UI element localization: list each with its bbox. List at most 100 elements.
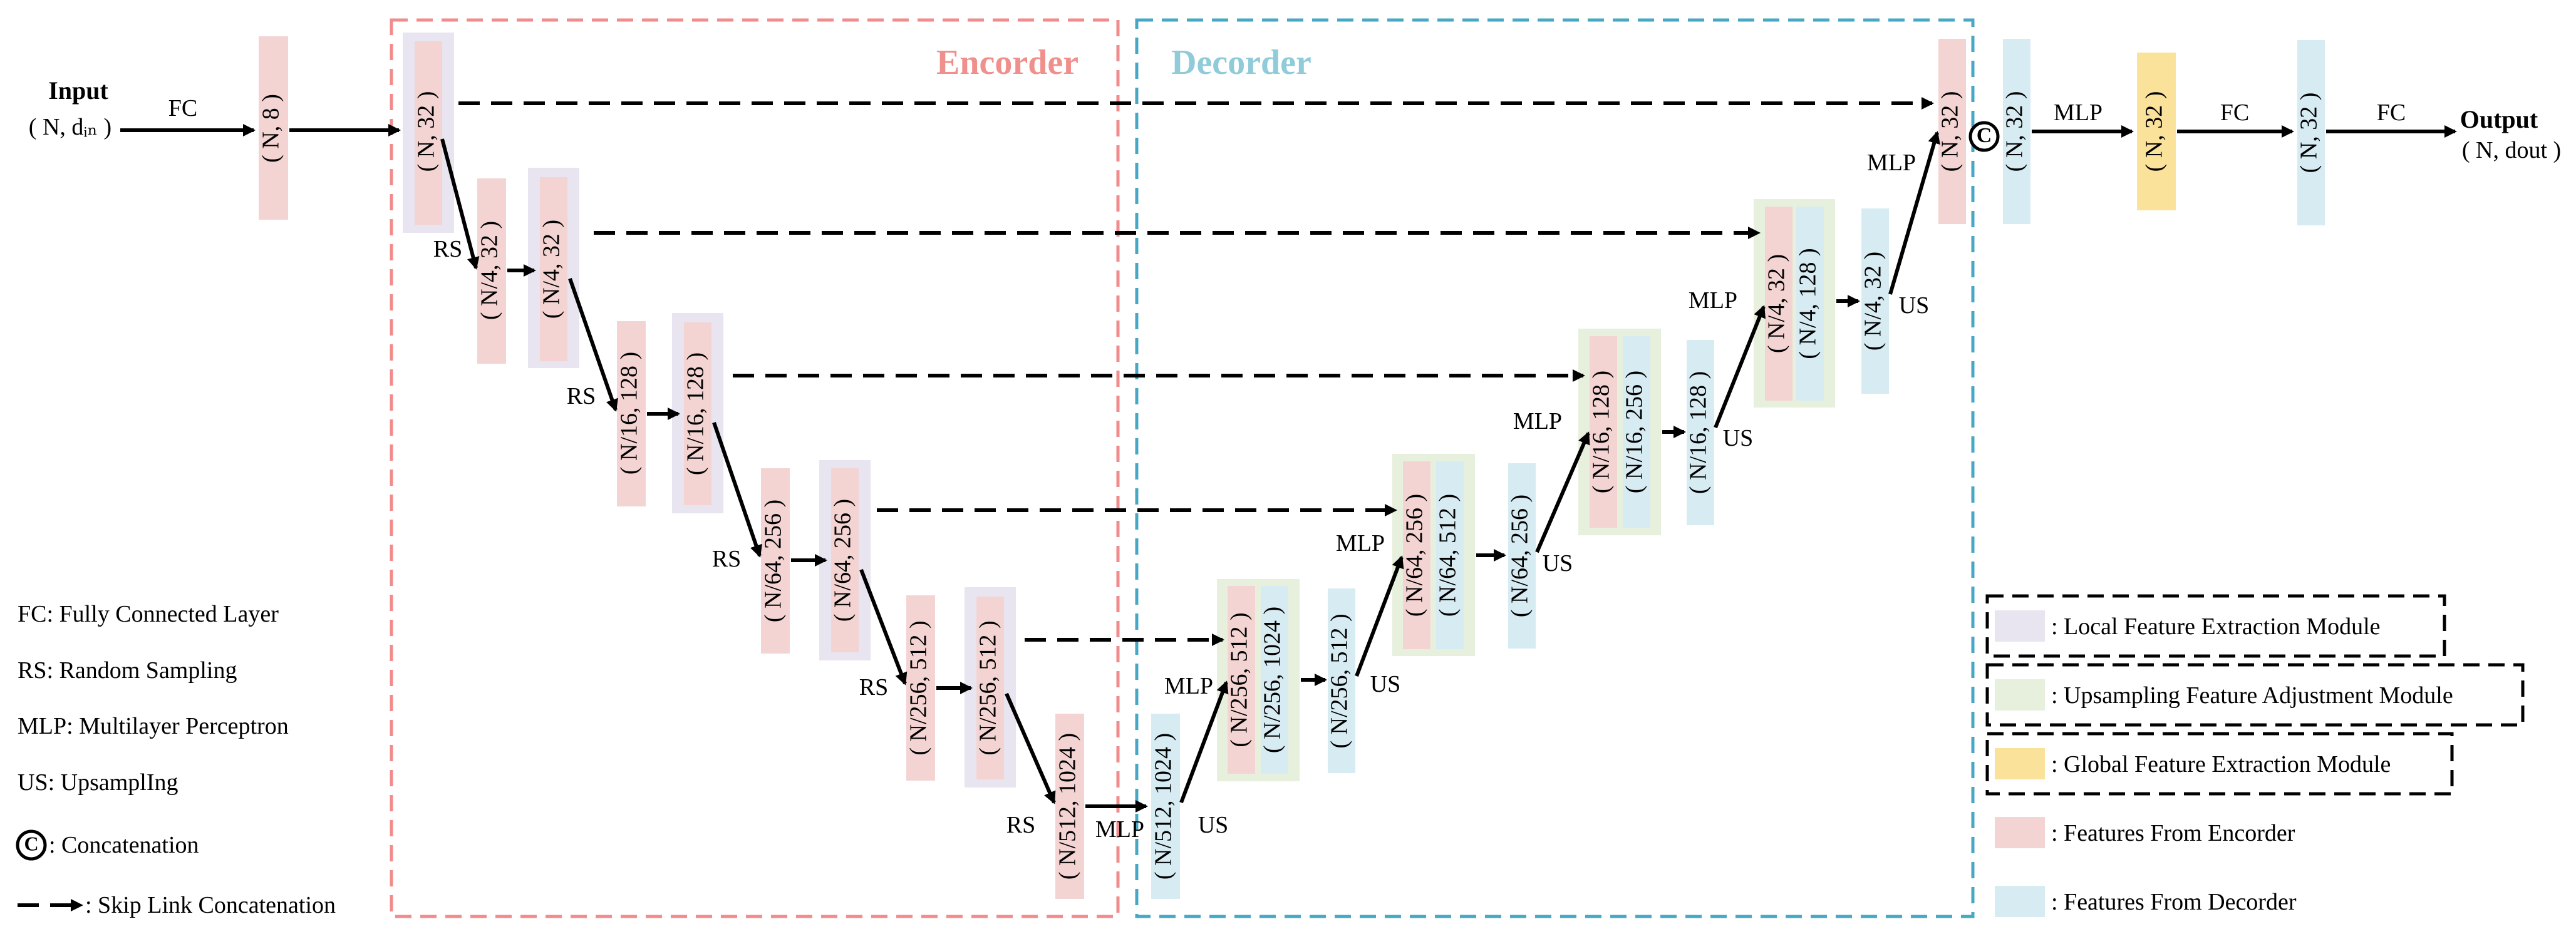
abbr-concat-letter: C <box>24 832 38 854</box>
concat-symbol-label: C <box>1977 124 1992 147</box>
abbr-us: US: UpsamplIng <box>18 769 178 796</box>
dec4-skip-label: ( N/4, 32 ) <box>1764 254 1790 353</box>
concat-dec-label: ( N, 32 ) <box>2002 91 2028 172</box>
dec2-skip-label: ( N/64, 256 ) <box>1402 494 1428 617</box>
input-title: Input <box>48 76 108 105</box>
legend-encoder-swatch <box>1995 817 2045 848</box>
output-shape: ( N, dout ) <box>2462 137 2561 163</box>
dec3-up-label: ( N/16, 256 ) <box>1622 371 1648 493</box>
op-us-2: US <box>1370 671 1401 697</box>
concat-dec-block <box>2003 39 2030 224</box>
abbreviation-key: FC: Fully Connected Layer RS: Random Sam… <box>16 601 336 918</box>
op-fc-3: FC <box>2377 100 2406 126</box>
abbr-rs: RS: Random Sampling <box>18 657 237 684</box>
enc5-rs-block <box>1055 714 1084 899</box>
arrow-rs-3 <box>712 422 762 558</box>
op-us-5: US <box>1899 292 1930 319</box>
abbr-mlp: MLP: Multilayer Perceptron <box>18 713 289 739</box>
dec1-up-label: ( N/256, 1024 ) <box>1260 607 1286 753</box>
input-fc-block <box>259 36 288 220</box>
enc2-rs-block <box>617 321 646 506</box>
enc1-block <box>415 41 442 225</box>
legend-decoder-swatch <box>1995 886 2045 917</box>
enc4-rs-block <box>906 595 935 781</box>
dec2-out-block <box>1508 463 1536 649</box>
enc3-block <box>684 322 711 505</box>
arrow-mlp-concat <box>1888 131 1940 295</box>
dec4-up-label: ( N/4, 128 ) <box>1795 248 1821 359</box>
arrow-mlp-dec2 <box>1355 555 1404 677</box>
dec2-up-block <box>1436 461 1464 649</box>
final-label: ( N, 32 ) <box>2296 93 2322 173</box>
arrow-rs-4 <box>859 568 908 685</box>
concat-enc-label: ( N, 32 ) <box>1937 91 1963 172</box>
enc2-label: ( N/4, 32 ) <box>539 220 565 319</box>
output-title: Output <box>2460 105 2538 133</box>
concatenation-symbol: C <box>1968 121 2000 152</box>
arrow-rs-5 <box>1005 692 1056 804</box>
operation-labels: FC RS RS RS RS RS MLP US MLP US MLP US M… <box>168 95 2406 843</box>
enc5-rs-label: ( N/512, 1024 ) <box>1055 733 1081 880</box>
global-block <box>2137 53 2176 210</box>
legend-local-swatch <box>1995 610 2045 642</box>
concat-circle-icon <box>1968 121 2000 152</box>
abbr-concat: : Concatenation <box>49 832 199 858</box>
dec4-skip-block <box>1765 207 1792 401</box>
op-rs-4: RS <box>859 674 888 700</box>
legend-upsampling-label: : Upsampling Feature Adjustment Module <box>2051 682 2453 709</box>
op-mlp-1: MLP <box>1095 816 1144 843</box>
enc2-rs-label: ( N/16, 128 ) <box>616 352 643 475</box>
enc4-rs-label: ( N/256, 512 ) <box>906 620 932 755</box>
bottleneck-label: ( N/512, 1024 ) <box>1151 733 1177 880</box>
legend-encoder-label: : Features From Encorder <box>2051 820 2295 846</box>
legend-upsampling-frame <box>1985 663 2525 727</box>
op-fc-2: FC <box>2220 100 2249 126</box>
encoder-region <box>390 18 1120 918</box>
legend-upsampling-swatch <box>1995 679 2045 711</box>
dec4-out-label: ( N/4, 32 ) <box>1860 252 1886 351</box>
flow-arrows <box>120 124 2457 813</box>
legend-global-swatch <box>1995 748 2045 779</box>
dec1-skip-block <box>1228 586 1255 774</box>
abbr-fc: FC: Fully Connected Layer <box>18 601 279 627</box>
op-rs-2: RS <box>567 383 596 409</box>
global-label: ( N, 32 ) <box>2141 91 2168 172</box>
op-mlp-4: MLP <box>1513 408 1562 434</box>
dec1-out-block <box>1328 588 1355 773</box>
enc4-block <box>831 468 859 652</box>
arrow-rs-1 <box>440 138 480 270</box>
dec2-out-label: ( N/64, 256 ) <box>1507 495 1533 617</box>
feature-blocks <box>259 36 2325 899</box>
legend-decoder-label: : Features From Decorder <box>2051 889 2297 915</box>
encoder-region-title: Encorder <box>936 43 1079 82</box>
dec1-out-label: ( N/256, 512 ) <box>1327 613 1353 748</box>
arrow-mlp-dec4 <box>1714 305 1766 429</box>
dec1-skip-label: ( N/256, 512 ) <box>1226 612 1253 747</box>
arrow-mlp-dec1 <box>1179 680 1229 804</box>
op-mlp-7: MLP <box>2054 100 2103 126</box>
op-mlp-6: MLP <box>1867 150 1916 176</box>
dec3-up-block <box>1623 336 1650 528</box>
dec2-up-label: ( N/64, 512 ) <box>1435 494 1461 617</box>
legend-global-frame <box>1985 732 2454 796</box>
dec4-up-block <box>1796 207 1824 401</box>
op-mlp-3: MLP <box>1336 530 1385 557</box>
op-us-4: US <box>1723 425 1754 451</box>
op-rs-5: RS <box>1006 812 1035 838</box>
enc4-label: ( N/64, 256 ) <box>830 499 856 622</box>
concat-enc-block <box>1938 39 1966 224</box>
legend: : Local Feature Extraction Module : Upsa… <box>1985 594 2525 917</box>
enc2-block <box>540 177 567 361</box>
dec1-up-block <box>1261 586 1288 774</box>
skip-links <box>458 97 1934 646</box>
enc3-rs-label: ( N/64, 256 ) <box>760 500 787 622</box>
legend-global-label: : Global Feature Extraction Module <box>2051 751 2391 777</box>
decoder-region-title: Decorder <box>1171 43 1311 82</box>
enc5-label: ( N/256, 512 ) <box>975 620 1001 755</box>
block-labels: ( N, 8 ) ( N, 32 ) ( N/4, 32 ) ( N/4, 32… <box>258 91 2322 880</box>
dec3-out-block <box>1687 340 1714 525</box>
final-block <box>2297 40 2325 225</box>
op-us-1: US <box>1198 812 1229 838</box>
enc5-block <box>976 597 1004 779</box>
